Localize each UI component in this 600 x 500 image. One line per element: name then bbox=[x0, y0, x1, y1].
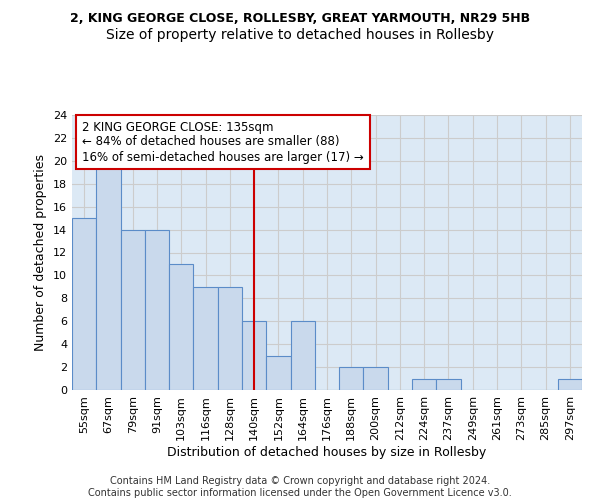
Bar bbox=[145, 230, 169, 390]
Bar bbox=[96, 161, 121, 390]
Bar bbox=[436, 378, 461, 390]
Bar bbox=[169, 264, 193, 390]
Bar bbox=[364, 367, 388, 390]
Bar bbox=[558, 378, 582, 390]
Bar bbox=[242, 322, 266, 390]
Text: Size of property relative to detached houses in Rollesby: Size of property relative to detached ho… bbox=[106, 28, 494, 42]
Bar bbox=[266, 356, 290, 390]
Text: 2 KING GEORGE CLOSE: 135sqm
← 84% of detached houses are smaller (88)
16% of sem: 2 KING GEORGE CLOSE: 135sqm ← 84% of det… bbox=[82, 120, 364, 164]
Text: Contains HM Land Registry data © Crown copyright and database right 2024.
Contai: Contains HM Land Registry data © Crown c… bbox=[88, 476, 512, 498]
Bar bbox=[290, 322, 315, 390]
Bar bbox=[339, 367, 364, 390]
Text: 2, KING GEORGE CLOSE, ROLLESBY, GREAT YARMOUTH, NR29 5HB: 2, KING GEORGE CLOSE, ROLLESBY, GREAT YA… bbox=[70, 12, 530, 26]
Bar bbox=[193, 287, 218, 390]
Bar bbox=[121, 230, 145, 390]
Bar bbox=[218, 287, 242, 390]
Y-axis label: Number of detached properties: Number of detached properties bbox=[34, 154, 47, 351]
X-axis label: Distribution of detached houses by size in Rollesby: Distribution of detached houses by size … bbox=[167, 446, 487, 458]
Bar bbox=[412, 378, 436, 390]
Bar bbox=[72, 218, 96, 390]
